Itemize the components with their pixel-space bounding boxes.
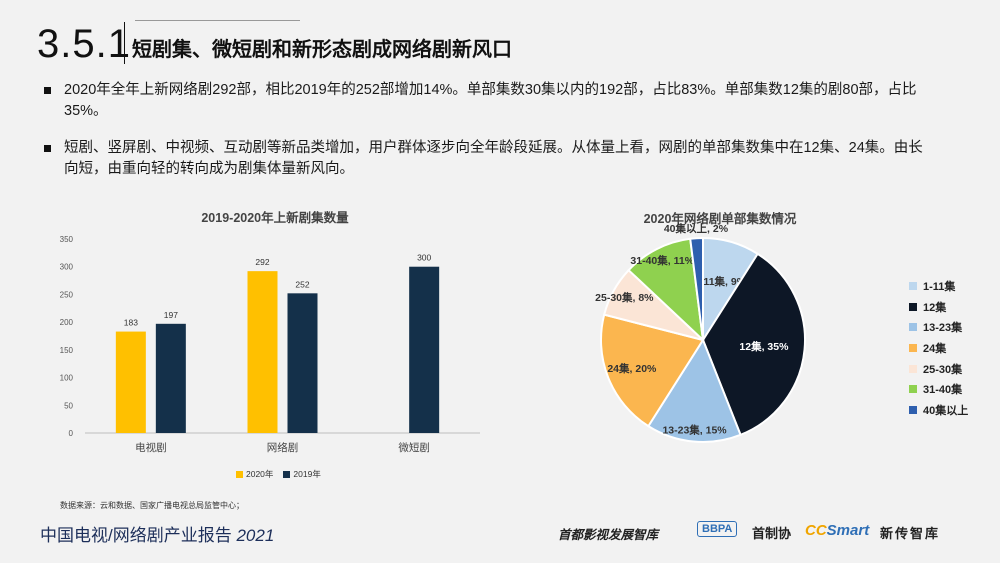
bar-网络剧-2019年 xyxy=(287,293,318,433)
bar-data-label: 292 xyxy=(255,257,269,267)
pie-data-label: 13-23集, 15% xyxy=(662,423,727,436)
y-tick-label: 350 xyxy=(60,235,74,244)
bar-data-label: 252 xyxy=(295,279,309,289)
ccsmart-smart: Smart xyxy=(826,522,870,539)
pie-chart-legend: 1-11集 12集 13-23集 24集 25-30集 31-40集 40集以上 xyxy=(909,276,968,420)
bullet-square-icon xyxy=(44,145,51,152)
bar-data-label: 300 xyxy=(417,253,431,263)
pie-data-label: 12集, 35% xyxy=(739,340,789,353)
brand-capital-film-think-tank: 首都影视发展智库 xyxy=(558,528,659,542)
pie-legend-item: 40集以上 xyxy=(909,400,968,421)
source-note: 数据来源：云和数据、国家广播电视总局监管中心； xyxy=(60,501,244,510)
bar-data-label: 197 xyxy=(164,310,178,320)
legend-swatch xyxy=(283,471,291,479)
pie-slice-13-23集 xyxy=(646,337,742,443)
pie-data-label: 24集, 20% xyxy=(607,362,657,375)
footer-report-title: 中国电视/网络剧产业报告 2021 xyxy=(40,521,274,546)
brand-bbpa-name: 首制协 xyxy=(752,526,792,541)
pie-data-label: 1-11集, 9% xyxy=(694,275,747,288)
ccsmart-cc: CC xyxy=(805,522,827,539)
x-tick-label: 微短剧 xyxy=(398,441,430,454)
legend-swatch xyxy=(909,323,917,332)
ccsmart-logo: CCSmart xyxy=(805,522,869,539)
pie-data-label: 25-30集, 8% xyxy=(595,291,654,304)
bullet-point-1: 2020年全年上新网络剧292部，相比2019年的252部增加14%。单部集数3… xyxy=(44,80,924,122)
header-top-line xyxy=(135,20,300,21)
legend-swatch xyxy=(236,471,243,479)
pie-legend-item: 12集 xyxy=(909,297,968,318)
pie-legend-item: 1-11集 xyxy=(909,276,968,297)
legend-label: 2020年 xyxy=(246,469,274,479)
bullet-point-2: 短剧、竖屏剧、中视频、互动剧等新品类增加，用户群体逐步向全年龄段延展。从体量上看… xyxy=(44,138,924,180)
y-tick-label: 50 xyxy=(64,401,73,410)
report-title-text: 中国电视/网络剧产业报告 xyxy=(40,526,232,545)
legend-item-2019: 2019年 xyxy=(283,468,321,480)
y-tick-label: 100 xyxy=(60,374,74,383)
y-tick-label: 150 xyxy=(60,346,74,355)
x-tick-label: 电视剧 xyxy=(135,441,167,454)
y-tick-label: 300 xyxy=(60,263,74,272)
pie-legend-item: 25-30集 xyxy=(909,358,968,379)
bar-网络剧-2020年 xyxy=(247,271,278,433)
legend-label: 1-11集 xyxy=(923,281,956,294)
brand-new-media-think-tank: 新传智库 xyxy=(880,526,941,541)
bbpa-logo: BBPA xyxy=(697,521,738,537)
pie-slice-24集 xyxy=(600,313,705,428)
y-tick-label: 250 xyxy=(60,290,74,299)
legend-swatch xyxy=(909,405,917,414)
y-tick-label: 0 xyxy=(69,429,74,438)
bullet-text-1: 2020年全年上新网络剧292部，相比2019年的252部增加14%。单部集数3… xyxy=(64,82,917,119)
bullet-square-icon xyxy=(44,87,51,94)
section-number: 3.5.1 xyxy=(37,22,131,66)
legend-swatch xyxy=(909,282,917,291)
bar-chart-title: 2019-2020年上新剧集数量 xyxy=(201,211,349,225)
legend-label: 25-30集 xyxy=(923,363,963,376)
title-divider xyxy=(124,22,125,64)
pie-slice-31-40集 xyxy=(627,237,705,343)
bar-chart: 0 50 100 150 200 250 300 350 电视剧 183 197 网络剧 292 252 微… xyxy=(60,235,480,454)
bar-chart-legend: 2020年 2019年 xyxy=(236,468,321,480)
x-tick-label: 网络剧 xyxy=(267,441,299,454)
bar-电视剧-2020年 xyxy=(115,331,146,433)
bar-微短剧-2019年 xyxy=(409,266,440,433)
legend-label: 24集 xyxy=(923,343,947,356)
y-tick-label: 200 xyxy=(60,318,74,327)
legend-label: 13-23集 xyxy=(923,322,963,335)
pie-legend-item: 13-23集 xyxy=(909,317,968,338)
bar-data-label: 183 xyxy=(124,318,138,328)
bar-电视剧-2019年 xyxy=(155,323,186,433)
report-year: 2021 xyxy=(236,526,275,545)
legend-item-2020: 2020年 xyxy=(236,468,273,480)
bullet-text-2: 短剧、竖屏剧、中视频、互动剧等新品类增加，用户群体逐步向全年龄段延展。从体量上看… xyxy=(64,140,923,177)
legend-label: 2019年 xyxy=(293,469,321,479)
pie-slice-12集 xyxy=(701,252,806,437)
pie-slice-40集以上 xyxy=(689,236,704,341)
pie-data-label: 40集以上, 2% xyxy=(664,222,729,235)
legend-label: 40集以上 xyxy=(923,404,969,417)
legend-swatch xyxy=(909,364,917,373)
pie-chart: 1-11集, 9% 12集, 35% 13-23集, 15% 24集, 20% 25-3… xyxy=(595,222,806,443)
pie-chart-title: 2020年网络剧单部集数情况 xyxy=(643,212,797,226)
legend-swatch xyxy=(909,385,917,394)
legend-swatch xyxy=(909,344,917,353)
legend-label: 12集 xyxy=(923,301,947,314)
legend-swatch xyxy=(909,302,917,311)
pie-legend-item: 24集 xyxy=(909,338,968,359)
page-title: 短剧集、微短剧和新形态剧成网络剧新风口 xyxy=(132,39,512,61)
legend-label: 31-40集 xyxy=(923,384,963,397)
pie-data-label: 31-40集, 11% xyxy=(630,254,694,267)
pie-legend-item: 31-40集 xyxy=(909,379,968,400)
